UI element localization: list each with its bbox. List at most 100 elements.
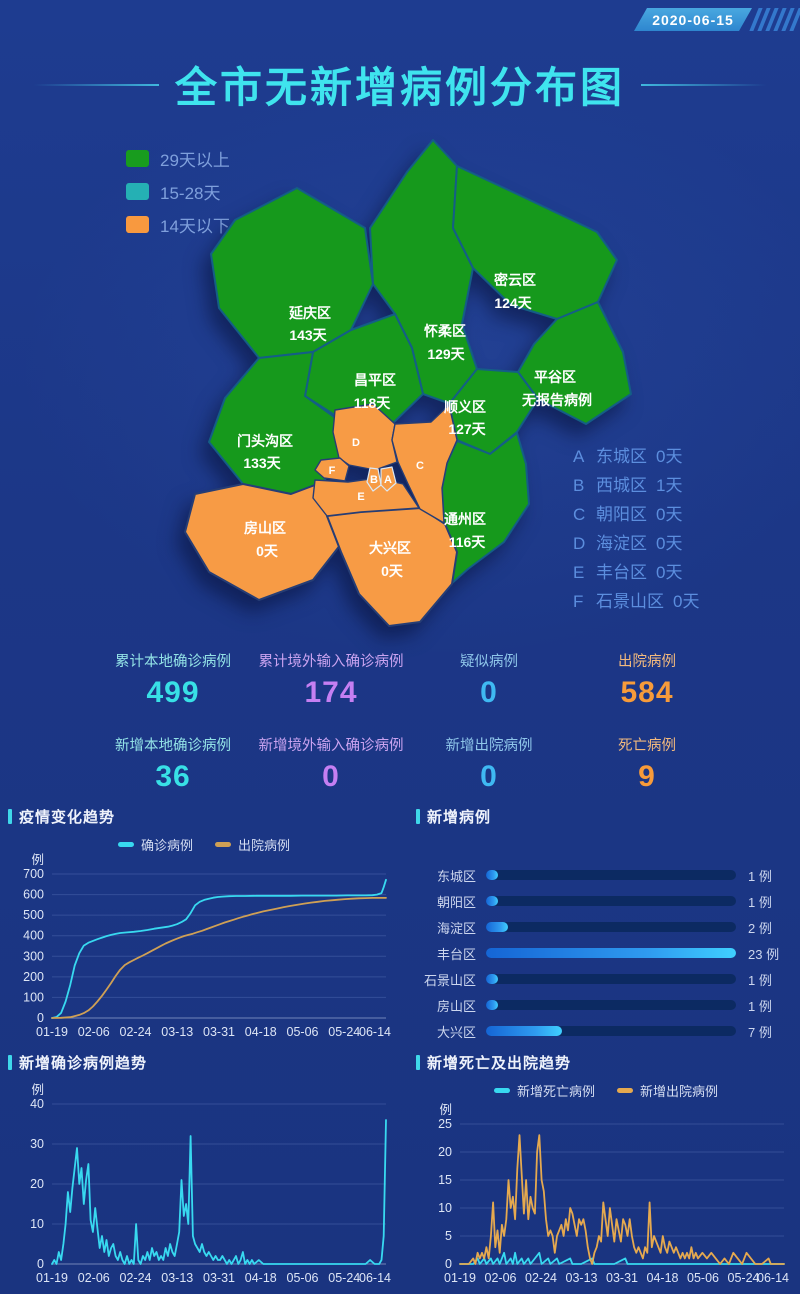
axis-tick-label: 05-24 [328, 1025, 360, 1039]
axis-tick-label: 700 [23, 867, 44, 881]
bar-track [486, 870, 736, 880]
panel-epidemic-trend: 疫情变化趋势 确诊病例 出院病例 0 100 200 300 400 500 600 700 例… [8, 806, 400, 1046]
axis-tick-label: 02-24 [120, 1271, 152, 1285]
axis-tick-label: 01-19 [36, 1271, 68, 1285]
axis-tick-label: 01-19 [36, 1025, 68, 1039]
district-letter: A [573, 447, 585, 466]
stats-grid: 累计本地确诊病例 499 累计境外输入确诊病例 174 疑似病例 0 出院病例 584 … [94, 650, 726, 794]
axis-tick-label: 15 [438, 1173, 452, 1187]
map-letter-e: E [357, 491, 364, 503]
epidemic-trend-chart: 0 100 200 300 400 500 600 700 例 01-19 02-06 02-24 03… [8, 850, 394, 1051]
chart-legend: 确诊病例 出院病例 [8, 835, 400, 854]
map-letter-c: C [416, 460, 424, 472]
district-shijingshan [314, 457, 350, 482]
panel-new-confirmed-trend: 新增确诊病例趋势 0 10 20 30 40 例 01-19 02-06 02-24 03-13 0… [8, 1052, 400, 1294]
stat-new-imported: 新增境外输入确诊病例 0 [252, 734, 410, 794]
list-item: D 海淀区 0天 [573, 529, 699, 558]
page-title-row: 全市无新增病例分布图 [0, 54, 800, 115]
panel-header: 新增病例 [416, 806, 796, 827]
map-label-name: 延庆区 [288, 305, 331, 321]
legend-label: 出院病例 [238, 838, 291, 853]
legend-dash-discharged [617, 1088, 633, 1093]
stat-value: 0 [322, 760, 340, 793]
axis-tick-label: 例 [31, 853, 44, 867]
series-line-确诊病例 [51, 878, 387, 1019]
legend-label: 29天以上 [160, 151, 230, 170]
map-label-name: 房山区 [244, 520, 286, 536]
district-miyun [452, 165, 618, 320]
map-letter-d: D [352, 437, 360, 449]
axis-tick-label: 02-06 [78, 1271, 110, 1285]
stat-value: 499 [146, 676, 200, 709]
axis-tick-label: 0 [37, 1011, 44, 1025]
panel-header: 新增确诊病例趋势 [8, 1052, 400, 1073]
legend-dash-discharged [215, 842, 231, 847]
axis-tick-label: 06-14 [757, 1271, 789, 1285]
bar-fill [486, 870, 498, 880]
stat-new-discharged: 新增出院病例 0 [410, 734, 568, 794]
map-legend: 29天以上 15-28天 14天以下 [126, 146, 230, 245]
panel-accent-bar [416, 1055, 420, 1070]
axis-tick-label: 10 [30, 1217, 44, 1231]
district-name: 东城区 [596, 447, 647, 466]
district-days: 0天 [656, 563, 683, 582]
map-label-name: 顺义区 [444, 399, 486, 415]
axis-tick-label: 05-06 [287, 1025, 319, 1039]
list-item: B 西城区 1天 [573, 471, 699, 500]
axis-tick-label: 20 [438, 1145, 452, 1159]
legend-item: 14天以下 [126, 212, 230, 237]
panel-title: 新增死亡及出院趋势 [427, 1055, 572, 1072]
stat-value: 36 [155, 760, 191, 793]
title-line-left [34, 83, 159, 86]
map-label-name: 密云区 [493, 272, 536, 288]
bar-value: 1 例 [748, 868, 772, 884]
map-label-days: 0天 [381, 563, 404, 579]
map-letter-b: B [370, 474, 378, 486]
stat-value: 9 [638, 760, 656, 793]
bar-track [486, 922, 736, 932]
panel-header: 新增死亡及出院趋势 [416, 1052, 796, 1073]
axis-tick-label: 0 [445, 1257, 452, 1271]
axis-tick-label: 100 [23, 990, 44, 1004]
bar-track [486, 1026, 736, 1036]
axis-tick-label: 03-31 [606, 1271, 638, 1285]
bar-fill [486, 896, 498, 906]
bar-row: 大兴区 7 例 [416, 1018, 796, 1044]
axis-tick-label: 04-18 [647, 1271, 679, 1285]
district-fengtai [312, 477, 420, 517]
bar-category-label: 大兴区 [436, 1024, 476, 1040]
stat-value: 0 [480, 760, 498, 793]
district-day-list: A 东城区 0天 B 西城区 1天 C 朝阳区 0天 D 海淀区 0天 E 丰台区 0天 F 石景山区… [573, 442, 699, 616]
legend-swatch-orange [126, 216, 149, 233]
axis-tick-label: 05-24 [328, 1271, 360, 1285]
map-label-days: 133天 [243, 455, 281, 471]
bar-row: 朝阳区 1 例 [416, 888, 796, 914]
district-letter: E [573, 563, 585, 582]
axis-tick-label: 05-24 [728, 1271, 760, 1285]
new-cases-bar-chart: 东城区 1 例朝阳区 1 例海淀区 2 例丰台区 23 例石景山区 1 例房山区 1 例大兴… [416, 862, 796, 1044]
stat-label: 新增出院病例 [445, 738, 533, 754]
axis-tick-label: 5 [445, 1229, 452, 1243]
new-confirmed-trend-chart: 0 10 20 30 40 例 01-19 02-06 02-24 03-13 03-31 04-18… [8, 1080, 394, 1294]
axis-tick-label: 05-06 [687, 1271, 719, 1285]
district-name: 海淀区 [596, 534, 647, 553]
legend-swatch-teal [126, 183, 149, 200]
death-discharge-trend-chart: 0 5 10 15 20 25 例 01-19 02-06 02-24 03-13 03-31 04-1… [416, 1100, 792, 1294]
district-days: 0天 [656, 447, 683, 466]
axis-tick-label: 04-18 [245, 1025, 277, 1039]
bar-value: 7 例 [748, 1024, 772, 1040]
newtrend-svg: 0 10 20 30 40例 01-19 02-06 02-24 03-13 03-31 04-18… [30, 1083, 391, 1285]
district-name: 朝阳区 [596, 505, 647, 524]
legend-label: 新增出院病例 [640, 1084, 719, 1099]
panel-title: 新增确诊病例趋势 [19, 1055, 148, 1072]
stat-label: 出院病例 [618, 654, 676, 670]
series-line-新增死亡病例 [459, 1251, 785, 1265]
map-label-days: 129天 [427, 346, 465, 362]
panel-new-cases: 新增病例 东城区 1 例朝阳区 1 例海淀区 2 例丰台区 23 例石景山区 1 例房山区… [416, 806, 796, 1046]
axis-tick-label: 300 [23, 949, 44, 963]
district-days: 0天 [673, 592, 700, 611]
list-item: C 朝阳区 0天 [573, 500, 699, 529]
stat-label: 死亡病例 [618, 738, 676, 754]
district-letter: F [573, 592, 584, 611]
map-label-days: 0天 [256, 543, 279, 559]
